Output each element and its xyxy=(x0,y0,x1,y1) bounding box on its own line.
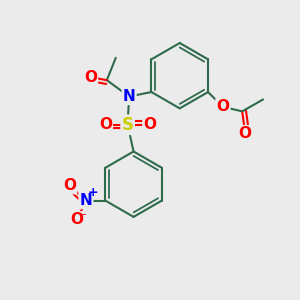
Text: O: O xyxy=(84,70,97,85)
Text: O: O xyxy=(143,117,156,132)
Text: ⁻: ⁻ xyxy=(79,211,86,224)
Text: O: O xyxy=(239,126,252,141)
Text: O: O xyxy=(216,99,230,114)
Text: O: O xyxy=(70,212,83,227)
Text: O: O xyxy=(63,178,76,193)
Text: O: O xyxy=(99,117,112,132)
Text: S: S xyxy=(122,116,134,134)
Text: N: N xyxy=(80,193,92,208)
Text: N: N xyxy=(123,89,136,104)
Text: +: + xyxy=(87,186,98,199)
